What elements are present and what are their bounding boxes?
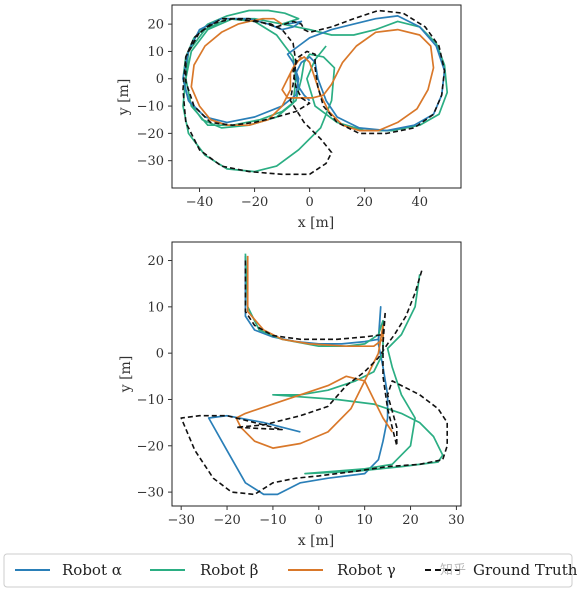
y-axis-label-top: y [m]	[116, 79, 132, 117]
series-line-ground	[182, 9, 446, 176]
ticks-top: −40 −20 0 20 40 20 10 0 −10 −20 −30	[137, 18, 428, 210]
y-tick-label: 0	[156, 347, 164, 362]
x-tick-label: 10	[356, 513, 373, 528]
x-tick-label: −10	[259, 513, 286, 528]
x-tick-label: −30	[167, 513, 194, 528]
y-tick-label: 0	[156, 72, 164, 87]
y-tick-label: −20	[137, 439, 164, 454]
legend-label-ground: Ground Truth	[473, 561, 578, 579]
plot-frame-top	[171, 4, 462, 189]
series-line-beta	[182, 9, 449, 173]
y-tick-label: −10	[137, 393, 164, 408]
x-tick-label: −20	[241, 195, 268, 210]
y-tick-label: 10	[147, 300, 164, 315]
plot-area-bottom	[180, 253, 448, 496]
series-line-gamma	[190, 17, 435, 132]
legend: Robot α Robot β Robot γ Ground Truth 知乎	[3, 553, 578, 588]
series-line-alpha	[182, 15, 446, 132]
series-line-beta	[244, 253, 444, 475]
legend-label-gamma: Robot γ	[337, 561, 396, 579]
y-tick-label: 10	[147, 45, 164, 60]
y-tick-label: −30	[137, 486, 164, 501]
legend-label-alpha: Robot α	[62, 561, 122, 579]
y-tick-label: 20	[147, 18, 164, 33]
y-tick-label: 20	[147, 254, 164, 269]
x-tick-label: 40	[411, 195, 428, 210]
trajectory-chart-bottom: −30 −20 −10 0 10 20 30 20 10 0 −10 −20 −30 x [m] y […	[118, 241, 465, 549]
y-tick-label: −20	[137, 127, 164, 142]
ticks-bottom: −30 −20 −10 0 10 20 30 20 10 0 −10 −20 −30	[137, 254, 465, 528]
x-tick-label: 0	[305, 195, 313, 210]
y-tick-label: −30	[137, 154, 164, 169]
x-axis-label-bottom: x [m]	[298, 533, 335, 549]
plot-area-top	[182, 9, 449, 176]
series-line-gamma	[235, 255, 393, 449]
x-axis-label-top: x [m]	[298, 215, 335, 231]
x-tick-label: −40	[186, 195, 213, 210]
x-tick-label: 20	[356, 195, 373, 210]
legend-label-beta: Robot β	[200, 561, 258, 579]
watermark-text: 知乎	[440, 562, 466, 578]
x-tick-label: 0	[315, 513, 323, 528]
y-tick-label: −10	[137, 100, 164, 115]
x-tick-label: 30	[448, 513, 465, 528]
x-tick-label: −20	[213, 513, 240, 528]
x-tick-label: 20	[402, 513, 419, 528]
series-line-ground	[180, 260, 448, 496]
trajectory-chart-top: −40 −20 0 20 40 20 10 0 −10 −20 −30 x [m] y [m]	[116, 4, 462, 231]
plot-frame-bottom	[171, 241, 462, 507]
y-axis-label-bottom: y [m]	[118, 356, 134, 394]
